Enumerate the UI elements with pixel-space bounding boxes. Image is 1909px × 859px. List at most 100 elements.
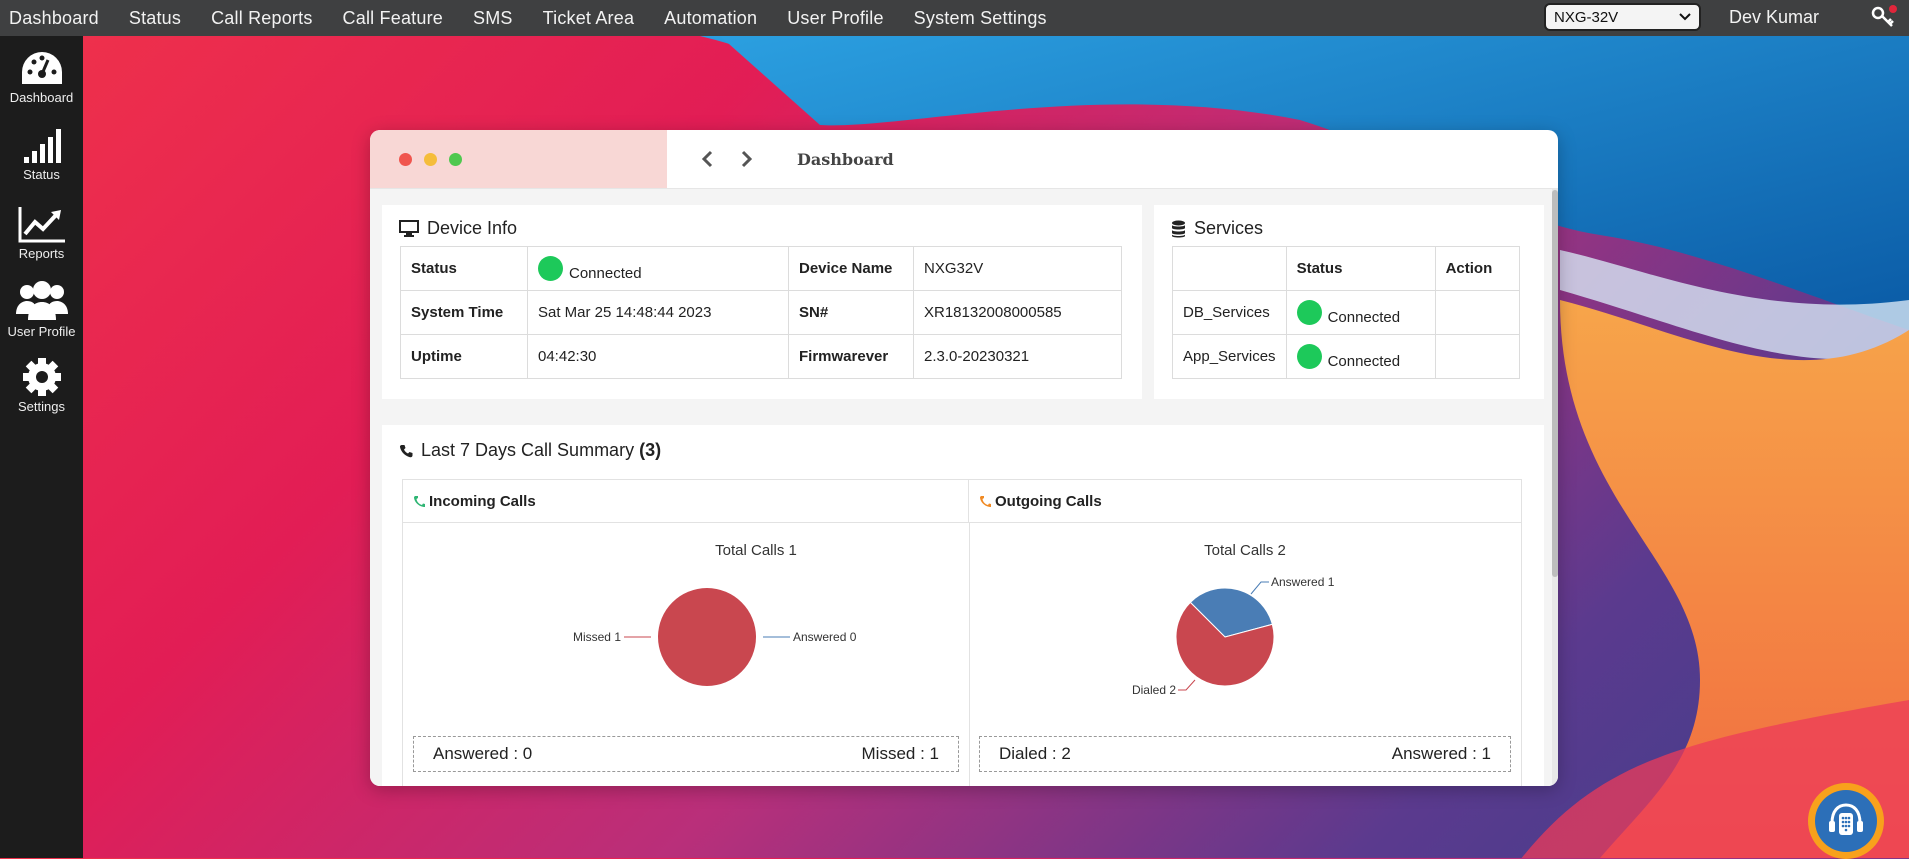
- incoming-pie-chart: Missed 1 Answered 0: [573, 588, 857, 686]
- sidebar-label-user-profile: User Profile: [7, 324, 76, 339]
- incoming-answered-label: Answered 0: [793, 630, 857, 644]
- back-button[interactable]: [693, 145, 721, 173]
- logout-key-icon[interactable]: [1870, 4, 1898, 30]
- chevron-right-icon: [741, 150, 753, 168]
- outgoing-answered-label: Answered 1: [1271, 575, 1335, 589]
- user-name[interactable]: Dev Kumar: [1729, 7, 1820, 27]
- status-label: Status: [400, 246, 528, 291]
- sidebar-item-reports[interactable]: Reports: [0, 204, 83, 276]
- status-value: Connected: [527, 246, 789, 291]
- device-info-table: Status Connected Device Name NXG32V Syst…: [400, 246, 1122, 379]
- service-action[interactable]: [1434, 334, 1521, 379]
- services-title: Services: [1194, 218, 1264, 238]
- minimize-dot[interactable]: [424, 152, 437, 166]
- connected-dot-icon: [1296, 343, 1322, 369]
- serial-label: SN#: [788, 290, 914, 335]
- maximize-dot[interactable]: [449, 152, 462, 166]
- outgoing-dialed-leader: [1178, 679, 1196, 691]
- gear-icon: [22, 358, 61, 396]
- sidebar-item-user-profile[interactable]: User Profile: [0, 280, 83, 352]
- sidebar-label-status: Status: [23, 167, 60, 182]
- status-text: Connected: [569, 264, 642, 282]
- phone-icon: [399, 444, 413, 457]
- service-action[interactable]: [1434, 290, 1521, 335]
- users-icon: [15, 281, 68, 320]
- outgoing-chart-title: Total Calls 2: [1204, 542, 1286, 559]
- table-row: DB_Services Connected: [1172, 290, 1521, 335]
- device-info-panel: Device Info Status Connected Device Name…: [382, 205, 1142, 399]
- menu-call-feature[interactable]: Call Feature: [342, 7, 443, 28]
- table-row: Uptime 04:42:30 Firmwarever 2.3.0-202303…: [400, 334, 1122, 379]
- headset-dialpad-icon: [1829, 803, 1863, 835]
- menu-system-settings[interactable]: System Settings: [913, 7, 1047, 28]
- incoming-calls-header: Incoming Calls: [403, 480, 969, 523]
- scrollbar-thumb[interactable]: [1552, 190, 1558, 577]
- pie-slice-answered: [1189, 587, 1273, 638]
- close-dot[interactable]: [399, 152, 412, 166]
- signal-bars-icon: [23, 129, 61, 163]
- uptime-label: Uptime: [400, 334, 528, 379]
- sidebar-label-settings: Settings: [18, 399, 65, 414]
- top-menu: Dashboard Status Call Reports Call Featu…: [0, 0, 1077, 36]
- menu-user-profile[interactable]: User Profile: [787, 7, 884, 28]
- outgoing-pie-chart: Answered 1 Dialed 2: [1132, 575, 1335, 697]
- menu-status[interactable]: Status: [128, 7, 182, 28]
- services-panel: Services Status Action DB_Services Conne…: [1154, 205, 1544, 399]
- services-table: Status Action DB_Services Connected App_…: [1172, 246, 1521, 379]
- services-heading: Services: [1171, 218, 1263, 239]
- incoming-answered-count: Answered : 0: [433, 744, 533, 763]
- database-icon: [1172, 220, 1185, 237]
- call-summary-heading: Last 7 Days Call Summary (3): [399, 440, 661, 461]
- connected-dot-icon: [1296, 299, 1322, 325]
- sidebar-label-reports: Reports: [18, 246, 65, 261]
- monitor-icon: [399, 220, 419, 237]
- sidebar-label-dashboard: Dashboard: [9, 90, 74, 105]
- window-title: Dashboard: [797, 149, 894, 169]
- menu-dashboard[interactable]: Dashboard: [9, 7, 99, 28]
- device-name-label: Device Name: [788, 246, 914, 291]
- sidebar-item-settings[interactable]: Settings: [0, 357, 83, 429]
- sidebar: Dashboard Status Reports User Profile: [0, 36, 83, 858]
- pie-slice-missed: [658, 588, 756, 686]
- outgoing-calls-header: Outgoing Calls: [969, 480, 1521, 523]
- outgoing-calls-title: Outgoing Calls: [995, 492, 1102, 510]
- forward-button[interactable]: [733, 145, 761, 173]
- device-select[interactable]: NXG-32V: [1544, 3, 1701, 31]
- device-name-value: NXG32V: [913, 246, 1122, 291]
- table-row: Status Connected Device Name NXG32V: [400, 246, 1122, 291]
- call-summary-count: (3): [639, 440, 662, 460]
- serial-value: XR18132008000585: [913, 290, 1122, 335]
- pie-slice-dialed: [1175, 601, 1275, 687]
- table-row: App_Services Connected: [1172, 334, 1521, 379]
- service-name: App_Services: [1172, 334, 1287, 379]
- service-status-text: Connected: [1327, 352, 1401, 370]
- system-time-value: Sat Mar 25 14:48:44 2023: [527, 290, 789, 335]
- services-header-name: [1172, 246, 1287, 291]
- support-button[interactable]: [1808, 783, 1884, 859]
- sidebar-item-status[interactable]: Status: [0, 127, 83, 199]
- window-nav: Dashboard: [667, 130, 894, 188]
- column-divider: [969, 523, 970, 786]
- menu-sms[interactable]: SMS: [472, 7, 513, 28]
- call-summary-title: Last 7 Days Call Summary: [421, 440, 635, 460]
- outgoing-call-icon: [980, 496, 991, 507]
- device-info-title: Device Info: [427, 218, 518, 238]
- incoming-call-icon: [414, 496, 425, 507]
- outgoing-dialed-label: Dialed 2: [1132, 683, 1176, 697]
- menu-ticket-area[interactable]: Ticket Area: [542, 7, 635, 28]
- menu-call-reports[interactable]: Call Reports: [211, 7, 313, 28]
- support-inner: [1815, 790, 1877, 852]
- services-header-action: Action: [1434, 246, 1521, 291]
- calls-table: Incoming Calls Outgoing Calls Total Call…: [402, 479, 1522, 786]
- dashboard-gauge-icon: [21, 52, 62, 84]
- dashboard-window: Dashboard Device Info Status Connected D…: [370, 130, 1558, 786]
- incoming-missed-label: Missed 1: [573, 630, 621, 644]
- menu-automation[interactable]: Automation: [664, 7, 758, 28]
- incoming-missed-count: Missed : 1: [861, 744, 939, 763]
- table-header-row: Status Action: [1172, 246, 1521, 291]
- firmware-label: Firmwarever: [788, 334, 914, 379]
- top-menu-bar: Dashboard Status Call Reports Call Featu…: [0, 0, 1909, 36]
- table-row: System Time Sat Mar 25 14:48:44 2023 SN#…: [400, 290, 1122, 335]
- device-select-value: NXG-32V: [1554, 8, 1619, 26]
- sidebar-item-dashboard[interactable]: Dashboard: [0, 50, 83, 122]
